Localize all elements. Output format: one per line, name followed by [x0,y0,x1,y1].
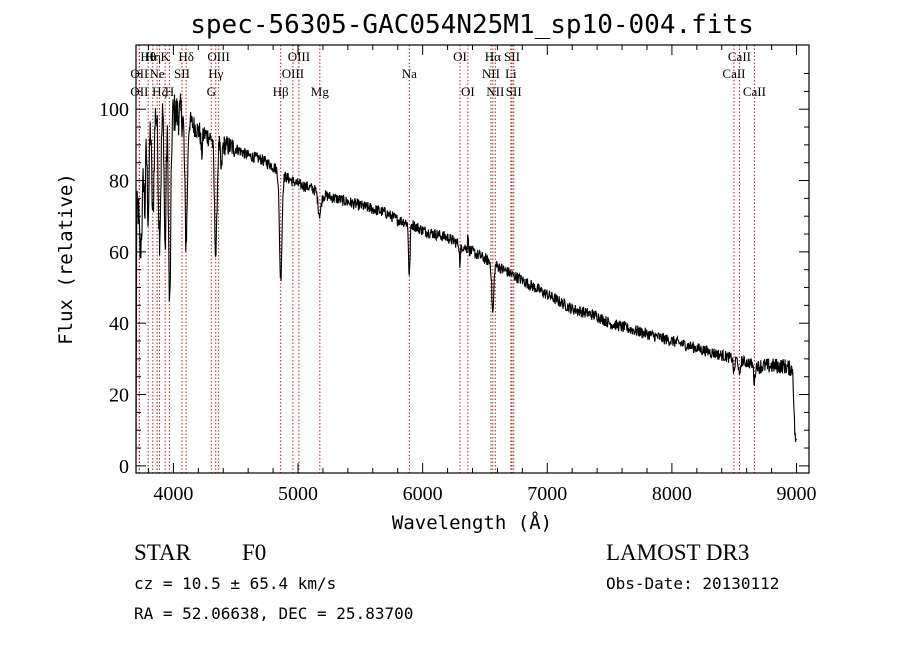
axis-tick-labels: 4000 5000 6000 7000 8000 9000 0 20 40 60 80 100 [99,99,817,505]
line-label: OIII [282,66,304,81]
x-tick-label: 8000 [652,483,692,505]
line-label: Hα [485,49,501,64]
line-label: Hβ [273,84,289,99]
line-label: OIII [288,49,310,64]
x-tick-label: 7000 [527,483,567,505]
object-class: STAR [134,540,192,565]
survey-name: LAMOST DR3 [606,540,749,565]
line-label: Li [505,66,517,81]
obs-date: Obs-Date: 20130112 [606,574,779,593]
plot-frame [135,44,810,474]
y-axis-label: Flux (relative) [55,173,77,345]
line-label: Na [402,66,417,81]
line-label: OIII [207,49,229,64]
chart-title: spec-56305-GAC054N25M1_sp10-004.fits [190,10,754,40]
redshift-text: cz = 10.5 ± 65.4 km/s [134,574,336,593]
x-tick-label: 5000 [278,483,318,505]
x-tick-label: 4000 [153,483,193,505]
axis-ticks [136,45,809,473]
line-label: G [207,84,216,99]
x-tick-label: 6000 [403,483,443,505]
y-tick-label: 0 [119,456,129,478]
line-label: CaII [728,49,751,64]
y-tick-label: 60 [109,242,129,264]
line-label: K [160,49,170,64]
coordinates: RA = 52.06638, DEC = 25.83700 [134,604,413,623]
line-label: Hθ [140,49,156,64]
line-label: Hγ [208,66,223,81]
spectrum-line [135,93,797,460]
line-label: Mg [311,84,330,99]
x-tick-label: 9000 [777,483,817,505]
line-label: SII [504,49,520,64]
line-label: SII [174,66,190,81]
line-label: NII [486,84,504,99]
y-tick-label: 80 [109,171,129,193]
line-label: Hζ [152,84,167,99]
line-label: H [165,84,174,99]
y-tick-label: 100 [99,99,129,121]
line-label: CaII [722,66,745,81]
line-label: Hδ [178,49,194,64]
y-tick-label: 40 [109,313,129,335]
line-label: CaII [743,84,766,99]
line-label: Hη [145,49,161,64]
line-label: OI [453,49,467,64]
x-axis-label: Wavelength (Å) [392,511,552,534]
line-markers [138,45,755,473]
line-label: NII [482,66,500,81]
line-label: OI [461,84,475,99]
line-label: SII [506,84,522,99]
y-tick-label: 20 [109,385,129,407]
object-subclass: F0 [242,540,266,565]
line-label: Ne [149,66,164,81]
